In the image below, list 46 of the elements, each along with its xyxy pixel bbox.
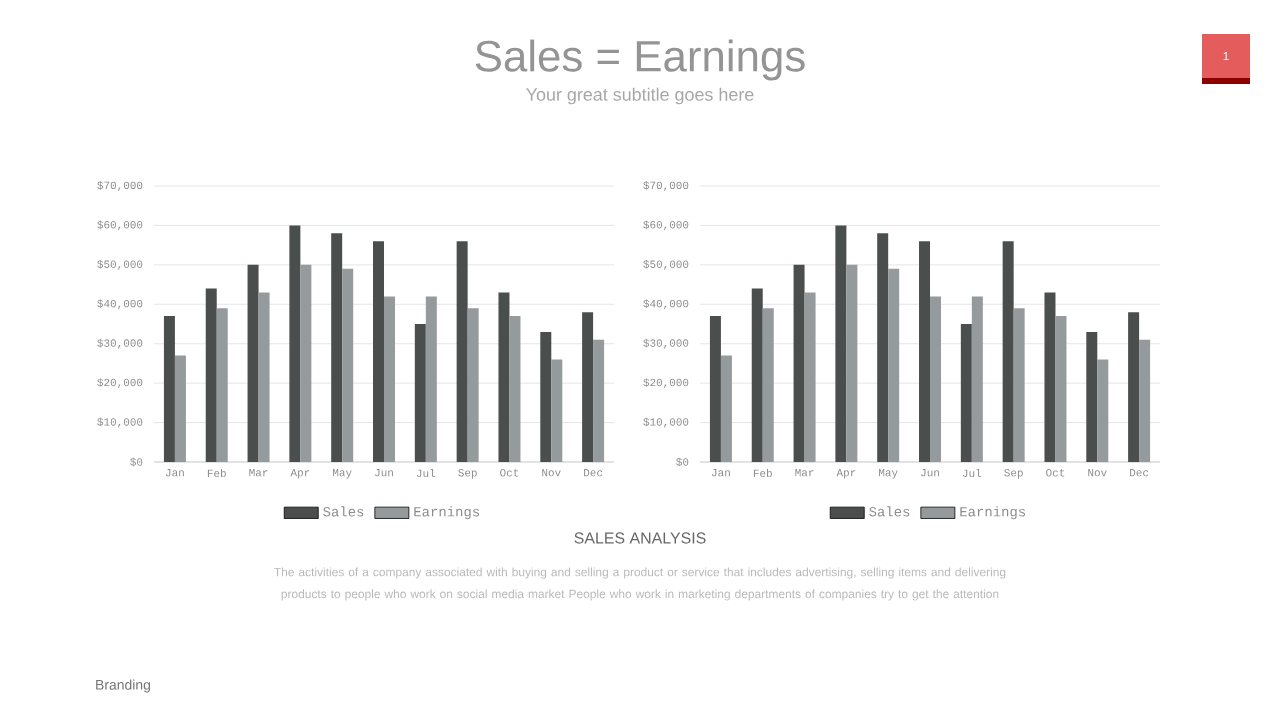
bar xyxy=(456,241,468,462)
bar xyxy=(216,308,228,462)
bar xyxy=(1044,292,1056,462)
bar xyxy=(930,296,942,462)
bar xyxy=(804,292,816,462)
bar xyxy=(205,288,217,462)
bar xyxy=(582,312,594,462)
chart-title: Sales = Earnings xyxy=(475,39,805,81)
bar xyxy=(751,288,763,462)
bar xyxy=(384,296,396,462)
bar xyxy=(163,316,175,462)
bar xyxy=(258,292,270,462)
bar xyxy=(247,264,259,462)
bar xyxy=(509,316,521,462)
bar xyxy=(551,359,563,462)
bar xyxy=(373,241,385,462)
bar xyxy=(877,233,889,462)
bar xyxy=(793,264,805,462)
bar xyxy=(835,225,847,462)
bar xyxy=(1097,359,1109,462)
bar xyxy=(762,308,774,462)
bar xyxy=(971,296,983,462)
bar xyxy=(289,225,301,462)
bar xyxy=(1002,241,1014,462)
bar xyxy=(1128,312,1140,462)
bar xyxy=(846,264,858,462)
bar xyxy=(300,264,312,462)
bar xyxy=(593,339,605,462)
bar xyxy=(414,324,426,462)
bar xyxy=(540,331,552,462)
chart-subtitle: Your great subtitle goes here xyxy=(526,87,754,105)
bar xyxy=(919,241,931,462)
bar xyxy=(1139,339,1151,462)
bar xyxy=(960,324,972,462)
bar xyxy=(720,355,732,462)
bar xyxy=(331,233,343,462)
bar xyxy=(1086,331,1098,462)
bar xyxy=(425,296,437,462)
bar xyxy=(467,308,479,462)
bar xyxy=(888,268,900,462)
bar xyxy=(1055,316,1067,462)
bar xyxy=(498,292,510,462)
bar xyxy=(1013,308,1025,462)
bar xyxy=(174,355,186,462)
bar xyxy=(709,316,721,462)
bar xyxy=(342,268,354,462)
